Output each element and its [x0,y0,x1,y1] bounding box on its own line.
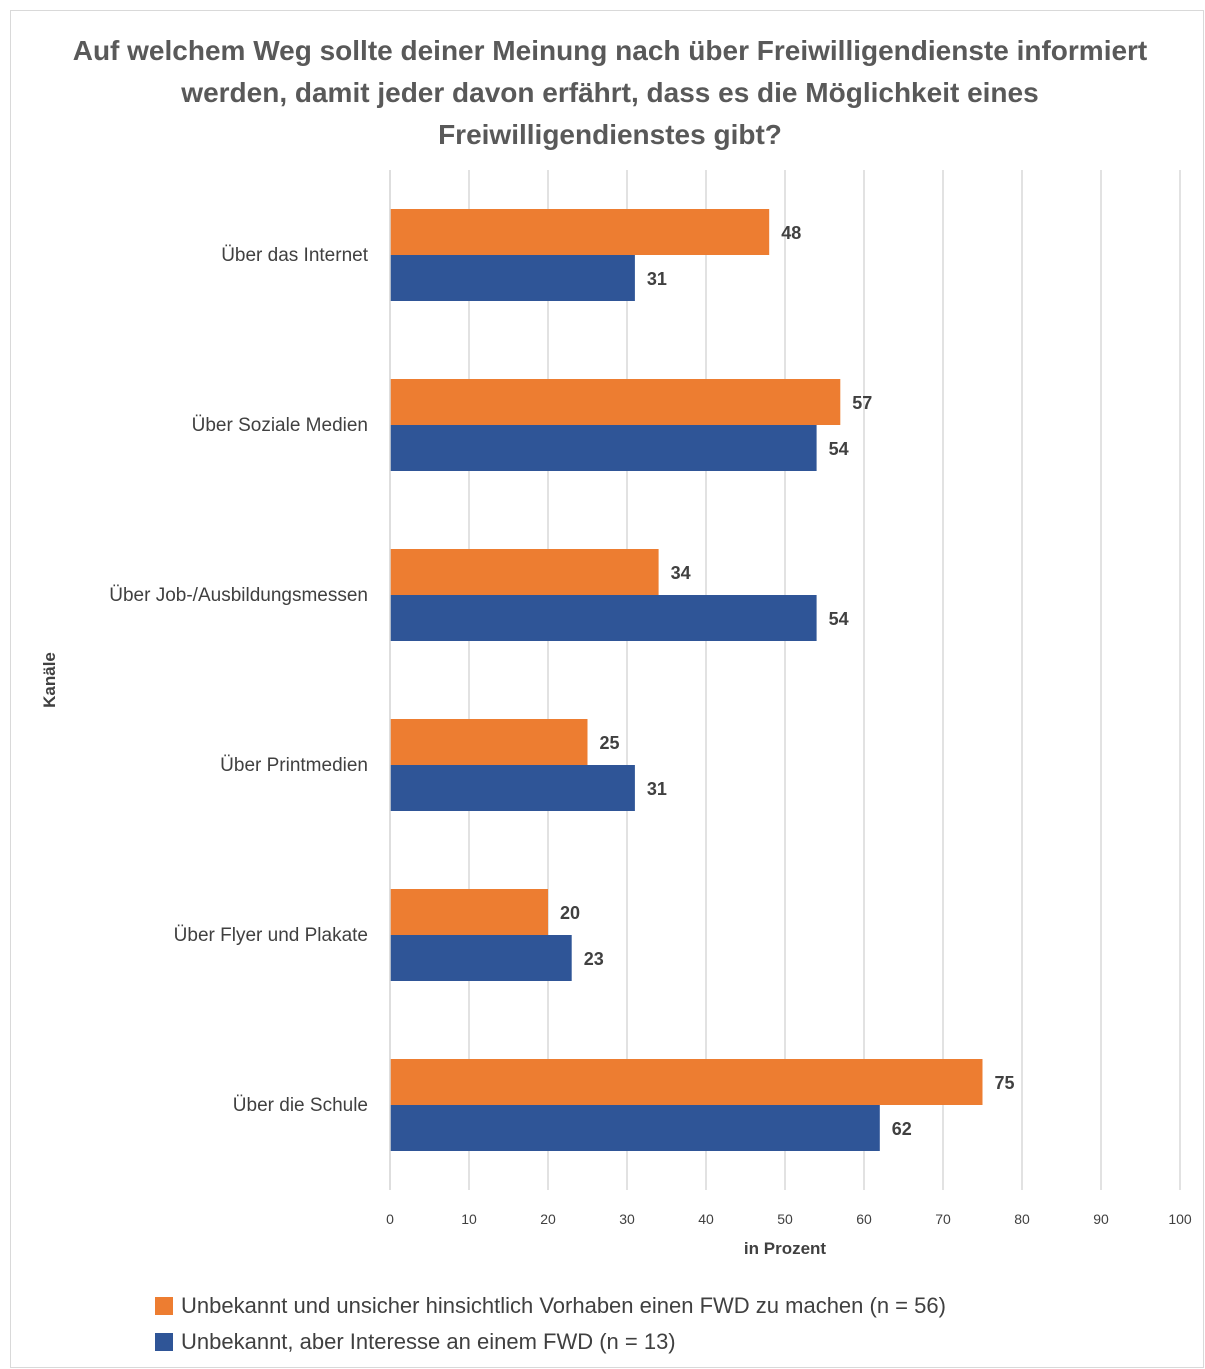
data-label-series-2-cat-2: 54 [829,439,849,459]
bar-series-1-cat-2 [390,379,841,425]
bar-series-2-cat-3 [390,595,817,641]
bar-series-1-cat-1 [390,209,770,255]
bar-series-2-cat-6 [390,1105,880,1151]
bar-series-1-cat-4 [390,719,588,765]
bar-series-1-cat-3 [390,549,659,595]
y-axis-title: Kanäle [40,652,59,708]
bar-series-2-cat-1 [390,255,635,301]
legend-swatch-series-1 [155,1297,173,1315]
legend-swatch-series-2 [155,1333,173,1351]
x-tick-label-20: 20 [540,1211,556,1227]
chart-plot: 0 10 20 30 40 50 60 70 80 90 100 in Prozent Kanäle Üb… [40,170,1192,1258]
bar-series-2-cat-4 [390,765,635,811]
x-tick-label-60: 60 [856,1211,872,1227]
data-label-series-1-cat-1: 48 [781,223,801,243]
bar-series-1-cat-6 [390,1059,983,1105]
legend-item-series-2: Unbekannt, aber Interesse an einem FWD (… [155,1324,946,1360]
data-label-series-2-cat-1: 31 [647,269,667,289]
data-label-series-1-cat-4: 25 [600,733,620,753]
bar-series-1-cat-5 [390,889,548,935]
x-tick-label-50: 50 [777,1211,793,1227]
x-tick-label-10: 10 [461,1211,477,1227]
data-label-series-2-cat-6: 62 [892,1119,912,1139]
legend-label-series-1: Unbekannt und unsicher hinsichtlich Vorh… [181,1293,946,1318]
x-tick-label-30: 30 [619,1211,635,1227]
data-label-series-1-cat-6: 75 [995,1073,1015,1093]
data-label-series-1-cat-3: 34 [671,563,691,583]
x-tick-label-100: 100 [1168,1211,1192,1227]
data-label-series-2-cat-5: 23 [584,949,604,969]
x-axis-title: in Prozent [744,1239,827,1258]
bar-series-2-cat-2 [390,425,817,471]
legend-item-series-1: Unbekannt und unsicher hinsichtlich Vorh… [155,1288,946,1324]
category-label: Über die Schule [233,1095,368,1116]
category-label: Über Soziale Medien [192,415,368,436]
x-tick-label-0: 0 [386,1211,394,1227]
chart-title: Auf welchem Weg sollte deiner Meinung na… [72,35,1148,150]
category-label: Über Job-/Ausbildungsmessen [109,585,368,606]
data-label-series-2-cat-4: 31 [647,779,667,799]
category-label: Über das Internet [221,245,369,266]
category-label: Über Flyer und Plakate [174,925,368,946]
category-label: Über Printmedien [220,755,368,776]
x-tick-label-40: 40 [698,1211,714,1227]
data-label-series-1-cat-5: 20 [560,903,580,923]
data-label-series-1-cat-2: 57 [852,393,872,413]
x-tick-label-80: 80 [1014,1211,1030,1227]
legend: Unbekannt und unsicher hinsichtlich Vorh… [155,1288,946,1360]
bar-series-2-cat-5 [390,935,572,981]
data-label-series-2-cat-3: 54 [829,609,849,629]
x-tick-label-70: 70 [935,1211,951,1227]
legend-label-series-2: Unbekannt, aber Interesse an einem FWD (… [181,1329,676,1354]
x-tick-label-90: 90 [1093,1211,1109,1227]
